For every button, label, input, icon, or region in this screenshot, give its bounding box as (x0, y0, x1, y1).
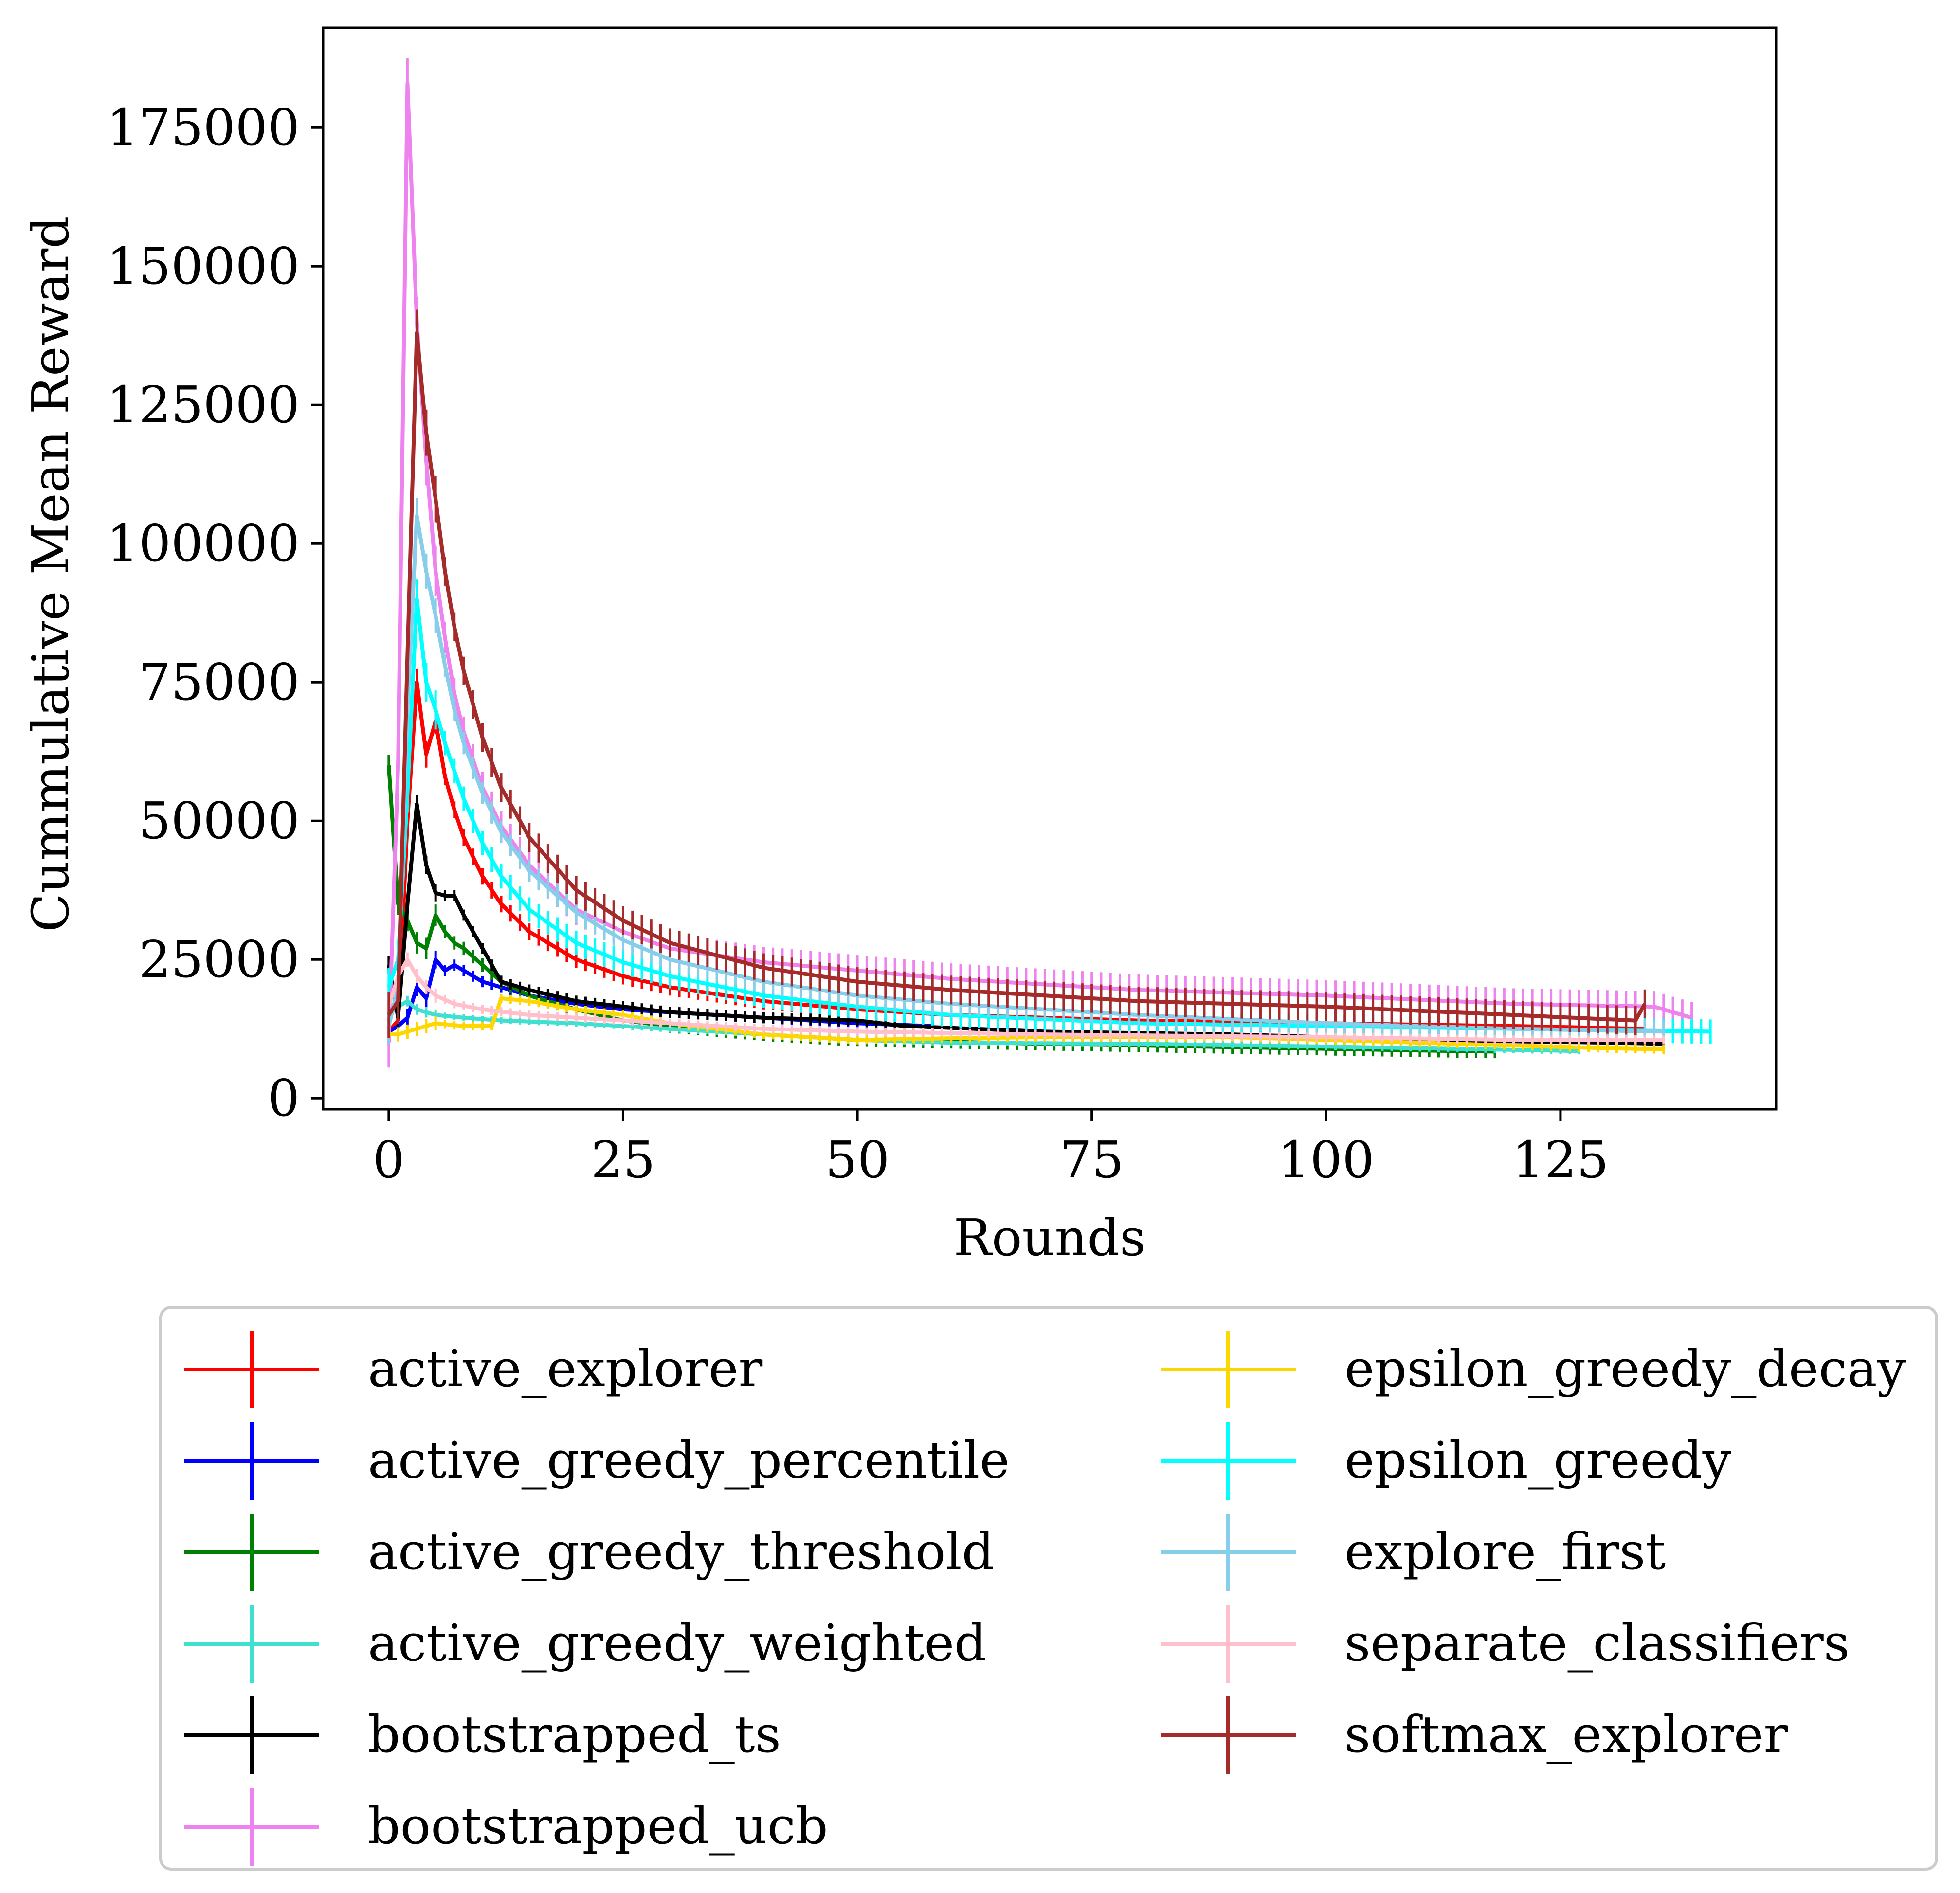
legend-label: active_explorer (368, 1339, 763, 1398)
legend-label: explore_first (1344, 1522, 1666, 1581)
legend-item-active-explorer: active_explorer (184, 1331, 763, 1408)
legend-item-epsilon-greedy-decay: epsilon_greedy_decay (1161, 1331, 1906, 1408)
y-tick-label: 50000 (139, 791, 300, 850)
y-axis: 0 25000 50000 75000 100000 125000 150000 175000 (107, 98, 323, 1128)
y-tick-label: 75000 (139, 652, 300, 712)
legend: active_explorer active_greedy_percentilea… (159, 1306, 1938, 1871)
legend-label: bootstrapped_ucb (368, 1796, 828, 1856)
legend-label: active_greedy_percentile (368, 1430, 1010, 1490)
legend-label: epsilon_greedy_decay (1344, 1339, 1906, 1398)
series-line (387, 999, 1579, 1053)
legend-item-active-greedy-weighted: active_greedy_weighted (184, 1605, 987, 1683)
x-axis-label: Rounds (954, 1208, 1146, 1267)
legend-item-epsilon-greedy: epsilon_greedy (1161, 1422, 1731, 1500)
legend-item-bootstrapped-ts: bootstrapped_ts (184, 1696, 781, 1774)
series-line (387, 597, 1711, 1034)
legend-item-softmax-explorer: softmax_explorer (1161, 1696, 1788, 1774)
x-tick-label: 0 (373, 1130, 405, 1190)
x-axis: 0 25 50 75 100 125 (373, 1109, 1609, 1190)
x-tick-label: 100 (1278, 1130, 1375, 1190)
legend-item-separate-classifiers: separate_classifiers (1161, 1605, 1850, 1683)
y-tick-label: 0 (268, 1068, 300, 1128)
legend-item-active-greedy-threshold: active_greedy_threshold (184, 1514, 994, 1591)
series-line (387, 514, 1664, 1034)
y-tick-label: 125000 (107, 375, 300, 434)
legend-label: active_greedy_weighted (368, 1613, 987, 1673)
legend-label: bootstrapped_ts (368, 1705, 781, 1764)
legend-label: softmax_explorer (1344, 1705, 1788, 1764)
x-tick-label: 50 (825, 1130, 889, 1190)
legend-label: active_greedy_threshold (368, 1522, 994, 1581)
plot-series (386, 58, 1712, 1068)
y-axis-label: Cummulative Mean Reward (21, 216, 80, 932)
series-softmax-explorer (387, 309, 1647, 1038)
series-epsilon-greedy (387, 579, 1712, 1044)
y-tick-label: 150000 (107, 236, 300, 296)
legend-label: epsilon_greedy (1344, 1430, 1731, 1490)
y-tick-label: 100000 (107, 514, 300, 573)
y-tick-label: 25000 (139, 930, 300, 989)
x-tick-label: 75 (1060, 1130, 1124, 1190)
legend-label: separate_classifiers (1344, 1613, 1850, 1673)
legend-item-active-greedy-percentile: active_greedy_percentile (184, 1422, 1010, 1500)
legend-item-bootstrapped-ucb: bootstrapped_ucb (184, 1788, 828, 1866)
legend-item-explore-first: explore_first (1161, 1514, 1666, 1591)
series-line (386, 81, 1692, 1043)
series-separate-classifiers (387, 952, 1665, 1045)
legend-box (159, 1306, 1938, 1871)
plot-frame (322, 26, 1778, 1111)
x-tick-label: 25 (591, 1130, 655, 1190)
y-tick-label: 175000 (107, 98, 300, 157)
x-tick-label: 125 (1512, 1130, 1609, 1190)
